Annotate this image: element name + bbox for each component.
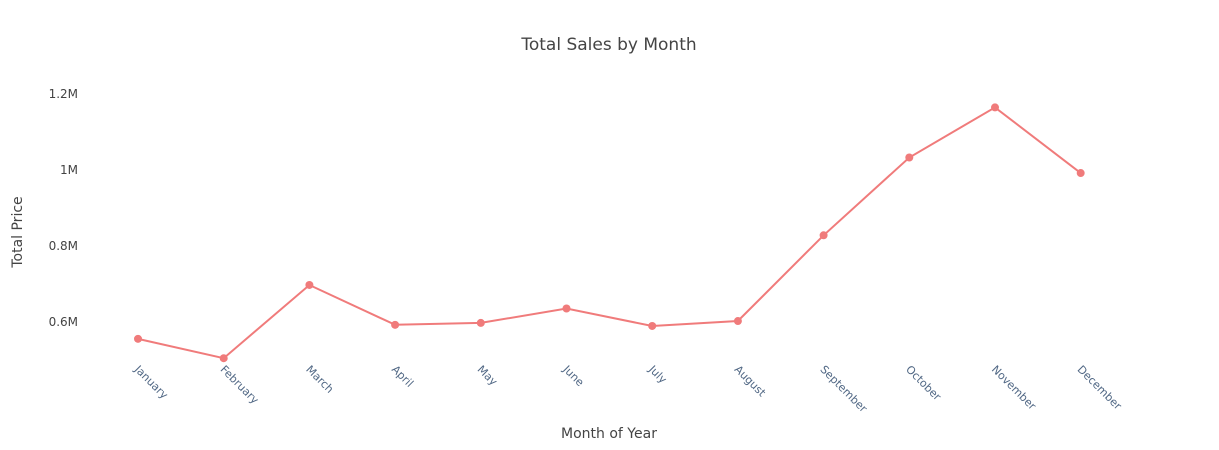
series-group bbox=[134, 103, 1085, 363]
x-tick-label: May bbox=[475, 363, 501, 389]
data-point-august[interactable] bbox=[733, 317, 742, 326]
y-tick-label: 1M bbox=[60, 163, 78, 177]
x-tick-label: February bbox=[218, 363, 262, 407]
data-point-january[interactable] bbox=[134, 334, 142, 343]
data-point-june[interactable] bbox=[562, 304, 571, 313]
x-tick-label: March bbox=[303, 363, 336, 396]
data-point-april[interactable] bbox=[391, 320, 400, 329]
y-axis: 0.6M 0.8M 1M 1.2M bbox=[49, 87, 78, 329]
data-point-october[interactable] bbox=[905, 153, 914, 162]
series-line bbox=[137, 106, 1082, 360]
x-tick-label: December bbox=[1075, 363, 1125, 413]
data-point-march[interactable] bbox=[305, 280, 314, 289]
x-tick-label: September bbox=[817, 363, 870, 416]
x-axis: January February March April May June July Augu… bbox=[131, 362, 1124, 415]
y-tick-label: 0.6M bbox=[49, 315, 78, 329]
x-tick-label: October bbox=[903, 363, 944, 404]
data-point-december[interactable] bbox=[1076, 169, 1085, 178]
y-axis-title: Total Price bbox=[10, 196, 26, 268]
x-tick-label: June bbox=[560, 362, 587, 389]
x-tick-label: August bbox=[732, 363, 769, 400]
x-tick-label: April bbox=[389, 363, 416, 390]
data-point-february[interactable] bbox=[219, 354, 228, 363]
chart-title: Total Sales by Month bbox=[520, 35, 696, 55]
x-axis-title: Month of Year bbox=[561, 426, 657, 442]
x-tick-label: January bbox=[131, 362, 171, 402]
y-tick-label: 0.8M bbox=[49, 239, 78, 253]
data-point-may[interactable] bbox=[476, 318, 485, 327]
y-tick-label: 1.2M bbox=[49, 87, 78, 101]
x-tick-label: July bbox=[645, 362, 669, 386]
x-tick-label: November bbox=[989, 363, 1039, 413]
data-point-september[interactable] bbox=[819, 231, 828, 240]
data-point-november[interactable] bbox=[991, 103, 999, 112]
data-point-july[interactable] bbox=[648, 321, 657, 330]
